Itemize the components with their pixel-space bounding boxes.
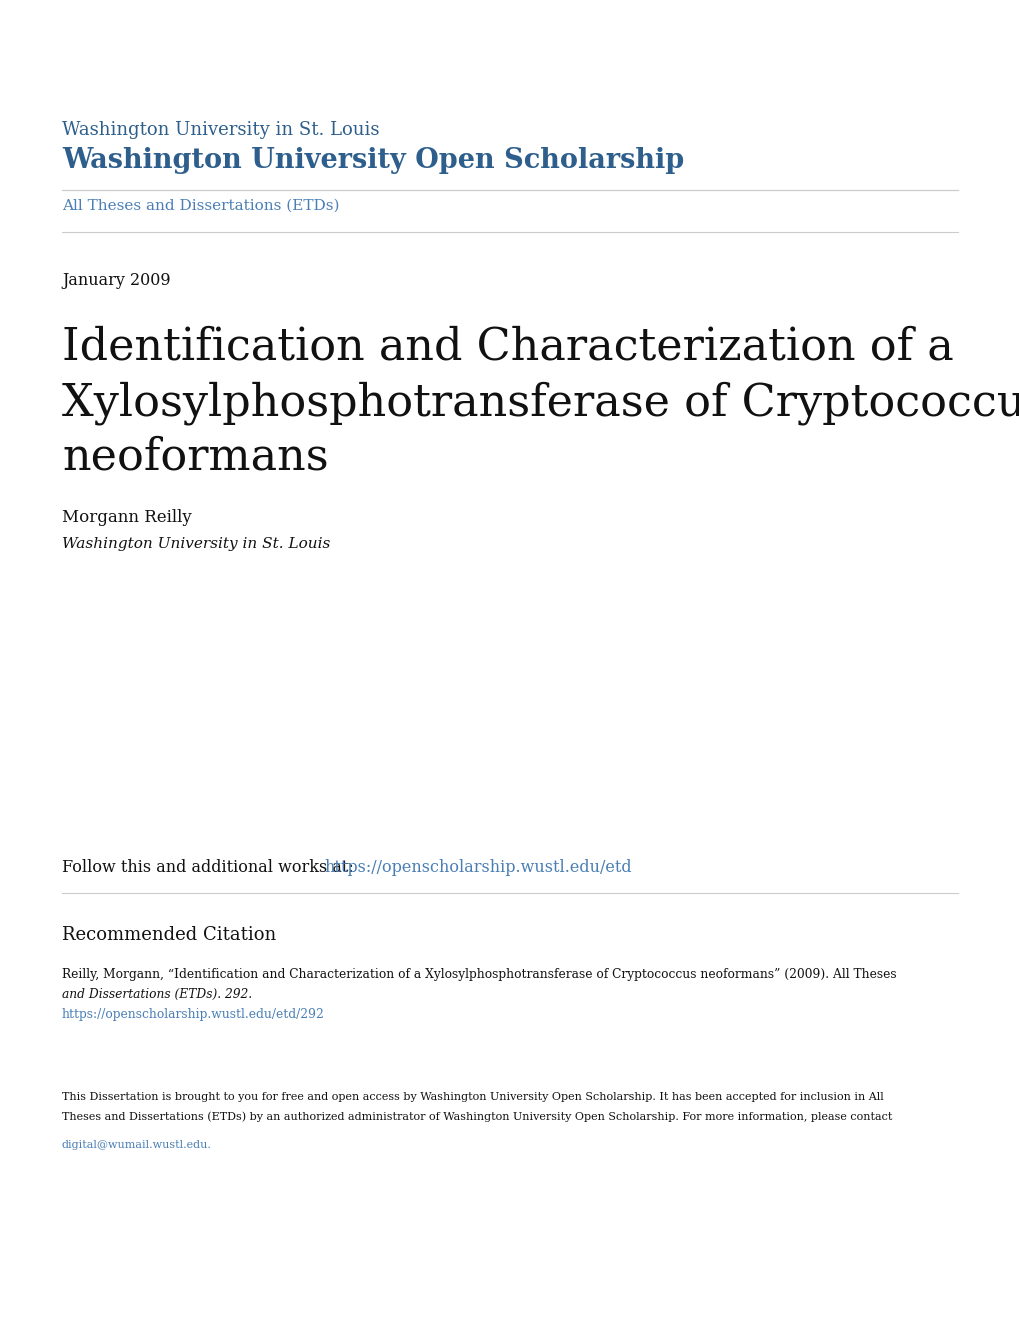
Text: Washington University Open Scholarship: Washington University Open Scholarship [62, 147, 684, 174]
Text: Identification and Characterization of a: Identification and Characterization of a [62, 326, 953, 370]
Text: digital@wumail.wustl.edu.: digital@wumail.wustl.edu. [62, 1140, 212, 1150]
Text: Reilly, Morgann, “Identification and Characterization of a Xylosylphosphotransfe: Reilly, Morgann, “Identification and Cha… [62, 968, 896, 981]
Text: All Theses and Dissertations (ETDs): All Theses and Dissertations (ETDs) [62, 199, 339, 213]
Text: Recommended Citation: Recommended Citation [62, 927, 276, 944]
Text: https://openscholarship.wustl.edu/etd/292: https://openscholarship.wustl.edu/etd/29… [62, 1008, 325, 1020]
Text: https://openscholarship.wustl.edu/etd: https://openscholarship.wustl.edu/etd [324, 859, 631, 876]
Text: This Dissertation is brought to you for free and open access by Washington Unive: This Dissertation is brought to you for … [62, 1092, 882, 1102]
Text: Washington University in St. Louis: Washington University in St. Louis [62, 537, 330, 550]
Text: Morgann Reilly: Morgann Reilly [62, 510, 192, 525]
Text: Theses and Dissertations (ETDs) by an authorized administrator of Washington Uni: Theses and Dissertations (ETDs) by an au… [62, 1111, 892, 1122]
Text: Washington University in St. Louis: Washington University in St. Louis [62, 121, 379, 139]
Text: and Dissertations (ETDs). 292.: and Dissertations (ETDs). 292. [62, 987, 252, 1001]
Text: Xylosylphosphotransferase of Cryptococcus: Xylosylphosphotransferase of Cryptococcu… [62, 381, 1019, 425]
Text: January 2009: January 2009 [62, 272, 170, 289]
Text: neoformans: neoformans [62, 436, 328, 479]
Text: Follow this and additional works at:: Follow this and additional works at: [62, 859, 359, 876]
